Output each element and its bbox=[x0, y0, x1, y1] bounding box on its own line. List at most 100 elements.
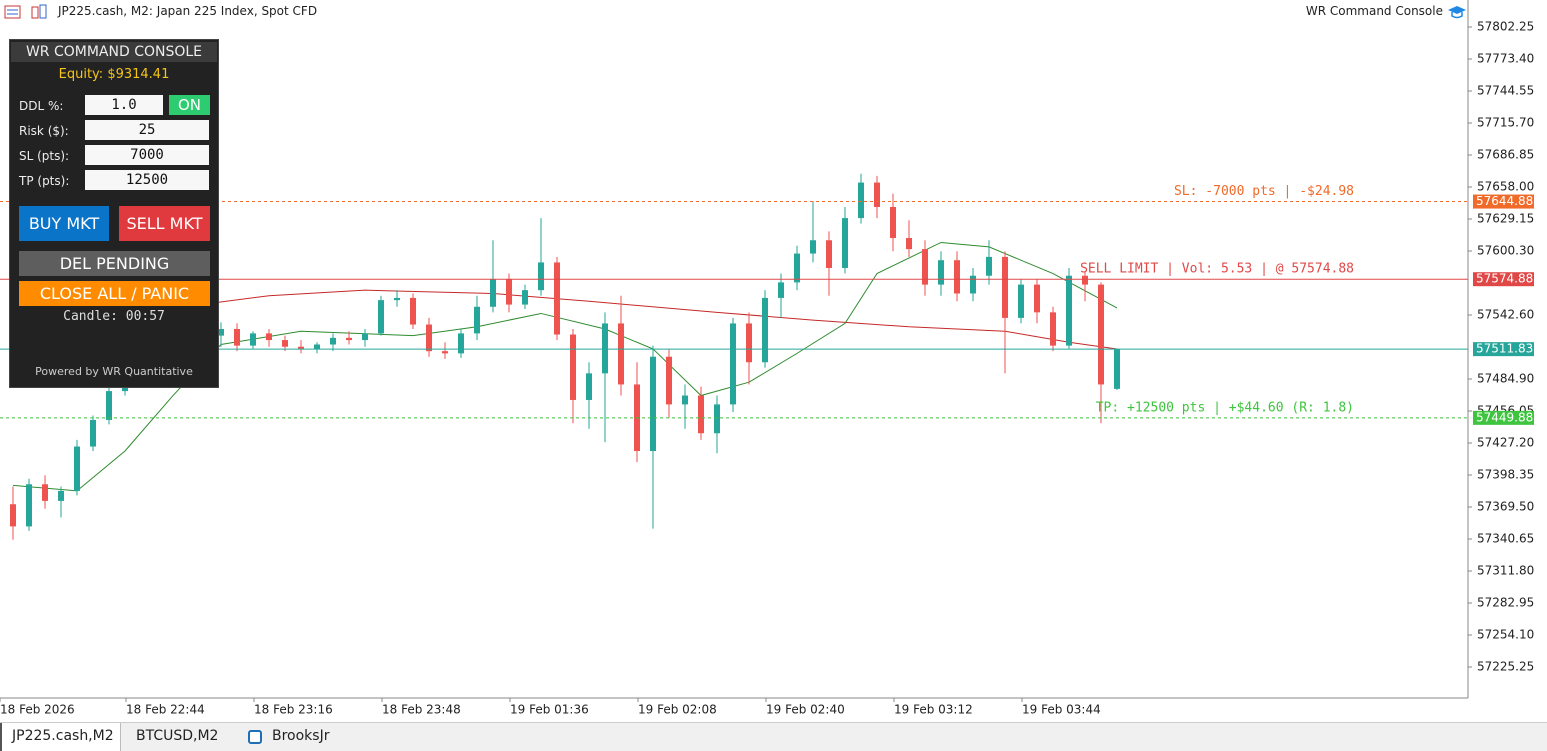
sl-label: SL (pts): bbox=[19, 149, 70, 163]
tab[interactable]: JP225.cash,M2 bbox=[12, 728, 114, 744]
x-tick-label: 19 Feb 03:12 bbox=[894, 703, 973, 717]
candle-body bbox=[650, 356, 656, 451]
icon bbox=[4, 5, 21, 19]
y-tick-label: 57773.40 bbox=[1477, 52, 1534, 66]
y-tick-label: 57686.85 bbox=[1477, 148, 1534, 162]
candle-body bbox=[250, 333, 256, 346]
candle-body bbox=[666, 356, 672, 405]
candle-body bbox=[362, 333, 368, 341]
candle-body bbox=[618, 323, 624, 385]
candle-body bbox=[1066, 275, 1072, 346]
candle-body bbox=[1018, 284, 1024, 318]
moving-average bbox=[12, 289, 1118, 350]
close-all-button[interactable]: CLOSE ALL / PANIC bbox=[19, 281, 210, 306]
icon bbox=[248, 730, 262, 744]
icons bbox=[4, 4, 47, 19]
candle-body bbox=[778, 282, 784, 298]
y-tick-label: 57398.35 bbox=[1477, 468, 1534, 482]
candle-body bbox=[954, 260, 960, 294]
level-annotation: TP: +12500 pts | +$44.60 (R: 1.8) bbox=[1096, 400, 1354, 415]
ea-icon bbox=[1448, 6, 1466, 19]
y-tick-label: 57225.25 bbox=[1477, 659, 1534, 673]
y-tick-label: 57629.15 bbox=[1477, 212, 1534, 226]
y-tick-label: 57369.50 bbox=[1477, 500, 1534, 514]
price-label: 57511.83 bbox=[1476, 342, 1533, 356]
candle-body bbox=[810, 240, 816, 254]
price-label-box bbox=[1473, 272, 1534, 287]
tab-icon bbox=[248, 730, 262, 744]
x-tick-label: 19 Feb 01:36 bbox=[510, 703, 589, 717]
x-tick-label: 18 Feb 23:16 bbox=[254, 703, 333, 717]
ddl-toggle[interactable]: ON bbox=[169, 95, 210, 115]
candle-body bbox=[906, 238, 912, 250]
candle-body bbox=[698, 395, 704, 434]
candle-body bbox=[426, 324, 432, 352]
candle-body bbox=[538, 262, 544, 291]
price-label: 57449.88 bbox=[1476, 410, 1533, 424]
sell-button[interactable]: SELL MKT bbox=[119, 206, 210, 241]
candle-body bbox=[42, 484, 48, 501]
candle-body bbox=[26, 484, 32, 527]
candle-body bbox=[826, 240, 832, 268]
candle-body bbox=[10, 504, 16, 527]
candle-body bbox=[458, 333, 464, 354]
y-tick-label: 57715.70 bbox=[1477, 116, 1534, 130]
tab[interactable]: BrooksJr bbox=[272, 728, 330, 744]
active-tab[interactable] bbox=[0, 723, 121, 751]
candle-body bbox=[522, 290, 528, 305]
y-tick-label: 57600.30 bbox=[1477, 244, 1534, 258]
x-tick-label: 19 Feb 03:44 bbox=[1022, 703, 1101, 717]
candle-body bbox=[1034, 284, 1040, 313]
candle-body bbox=[218, 328, 224, 336]
risk-input[interactable]: 25 bbox=[85, 120, 209, 140]
tp-input[interactable]: 12500 bbox=[85, 170, 209, 190]
candle-body bbox=[330, 337, 336, 345]
icon bbox=[1451, 12, 1463, 19]
candle-body bbox=[1002, 256, 1008, 318]
tab[interactable]: BTCUSD,M2 bbox=[136, 728, 219, 744]
y-tick-label: 57340.65 bbox=[1477, 532, 1534, 546]
console-title: WR COMMAND CONSOLE bbox=[11, 42, 217, 62]
ddl-input[interactable]: 1.0 bbox=[85, 95, 163, 115]
risk-label: Risk ($): bbox=[19, 124, 69, 138]
price-label-box bbox=[1473, 410, 1534, 425]
candle-body bbox=[586, 373, 592, 400]
candle-body bbox=[602, 323, 608, 374]
x-tick-label: 18 Feb 2026 bbox=[0, 703, 75, 717]
powered-by: Powered by WR Quantitative bbox=[35, 365, 193, 378]
price-label: 57644.88 bbox=[1476, 194, 1533, 208]
candle-body bbox=[714, 404, 720, 434]
candle-body bbox=[106, 391, 112, 420]
y-tick-label: 57254.10 bbox=[1477, 627, 1534, 641]
candle-body bbox=[298, 346, 304, 349]
tp-label: TP (pts): bbox=[19, 174, 70, 188]
candle-body bbox=[442, 351, 448, 354]
x-tick-label: 18 Feb 23:48 bbox=[382, 703, 461, 717]
tab-bar: JP225.cash,M2 BTCUSD,M2 BrooksJr bbox=[0, 722, 1547, 751]
x-tick-label: 18 Feb 22:44 bbox=[126, 703, 205, 717]
del-pending-button[interactable]: DEL PENDING bbox=[19, 251, 210, 276]
icon bbox=[39, 4, 47, 19]
y-tick-label: 57311.80 bbox=[1477, 564, 1534, 578]
candle-body bbox=[938, 260, 944, 285]
candle-body bbox=[282, 340, 288, 347]
candle-body bbox=[74, 446, 80, 491]
equity: Equity: $9314.41 bbox=[58, 67, 170, 82]
sl-input[interactable]: 7000 bbox=[85, 145, 209, 165]
symbol-title: JP225.cash, M2: Japan 225 Index, Spot CF… bbox=[58, 4, 318, 18]
candle-body bbox=[682, 395, 688, 405]
y-tick-label: 57658.00 bbox=[1477, 180, 1534, 194]
chart: 57802.25 57773.40 57744.55 57715.70 57686.85… bbox=[0, 0, 1535, 717]
candle-body bbox=[554, 262, 560, 335]
y-tick-label: 57484.90 bbox=[1477, 372, 1534, 386]
buy-button[interactable]: BUY MKT bbox=[19, 206, 109, 241]
candle-body bbox=[314, 344, 320, 349]
candle-body bbox=[794, 253, 800, 283]
icon bbox=[31, 6, 39, 19]
price-label: 57574.88 bbox=[1476, 272, 1533, 286]
level-annotation: SL: -7000 pts | -$24.98 bbox=[1174, 184, 1354, 199]
x-tick-label: 19 Feb 02:08 bbox=[638, 703, 717, 717]
candle-body bbox=[858, 182, 864, 219]
candle-body bbox=[1114, 349, 1120, 389]
